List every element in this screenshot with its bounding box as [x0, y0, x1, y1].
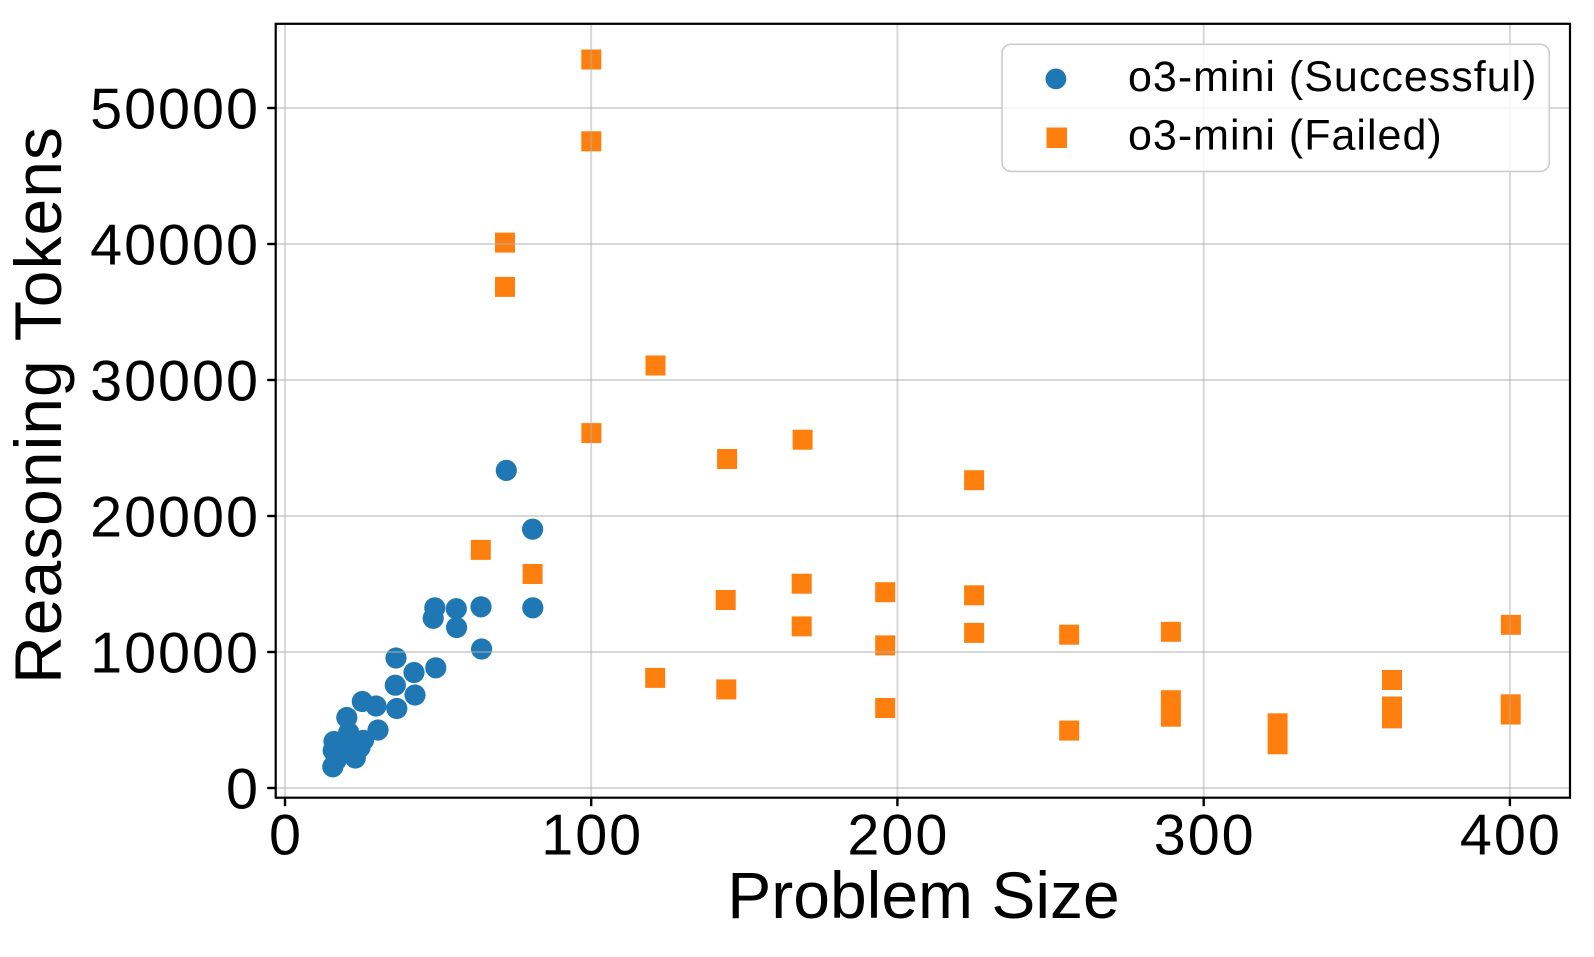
- svg-text:50000: 50000: [90, 78, 260, 142]
- svg-text:30000: 30000: [90, 350, 260, 414]
- svg-text:o3-mini (Successful): o3-mini (Successful): [1128, 53, 1538, 101]
- svg-text:Reasoning Tokens: Reasoning Tokens: [1, 126, 75, 684]
- svg-text:200: 200: [847, 804, 949, 868]
- svg-text:0: 0: [269, 804, 303, 868]
- svg-text:300: 300: [1154, 804, 1256, 868]
- svg-text:400: 400: [1460, 804, 1562, 868]
- svg-text:40000: 40000: [90, 214, 260, 278]
- svg-text:20000: 20000: [90, 486, 260, 550]
- svg-text:o3-mini (Failed): o3-mini (Failed): [1128, 112, 1443, 160]
- svg-text:10000: 10000: [90, 622, 260, 686]
- svg-text:100: 100: [541, 804, 643, 868]
- svg-text:0: 0: [226, 758, 260, 822]
- svg-text:Problem Size: Problem Size: [727, 858, 1120, 932]
